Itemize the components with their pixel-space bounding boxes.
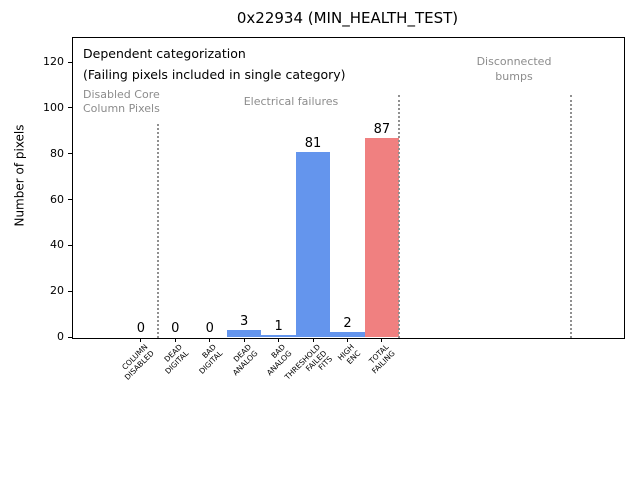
bar xyxy=(227,330,261,337)
bar xyxy=(261,334,296,337)
bar-value-label: 81 xyxy=(304,135,322,151)
x-tick-mark xyxy=(312,338,314,342)
y-tick-label: 100 xyxy=(43,100,64,114)
bar xyxy=(365,137,399,337)
y-tick-label: 40 xyxy=(50,238,64,252)
annotation-dependent-categorization: Dependent categorization xyxy=(83,46,246,61)
y-tick-label: 0 xyxy=(57,330,64,343)
bar-value-label: 0 xyxy=(171,321,180,336)
section-separator-line xyxy=(570,95,573,338)
chart-title: 0x22934 (MIN_HEALTH_TEST) xyxy=(236,9,459,27)
x-tick-mark xyxy=(140,338,142,342)
section-label-disconnected-bumps: Disconnected bumps xyxy=(476,55,552,83)
section-label-disabled-core-column-pixels: Disabled Core Column Pixels xyxy=(83,88,160,115)
bar xyxy=(296,151,330,337)
x-tick-mark xyxy=(209,338,211,342)
bar-value-label: 87 xyxy=(373,121,391,137)
y-tick-mark xyxy=(68,61,72,63)
bar-value-label: 2 xyxy=(343,316,352,332)
y-tick-label: 60 xyxy=(50,192,64,206)
section-label-electrical-failures: Electrical failures xyxy=(243,95,339,108)
x-tick-mark xyxy=(347,338,348,342)
y-tick-mark xyxy=(68,290,72,292)
y-tick-label: 120 xyxy=(43,55,64,69)
bar-value-label: 0 xyxy=(205,321,214,336)
y-tick-mark xyxy=(68,199,72,201)
y-tick-label: 20 xyxy=(50,284,64,298)
y-tick-mark xyxy=(68,153,72,155)
x-tick-label: TOTAL FAILING xyxy=(367,342,397,376)
x-tick-mark xyxy=(174,338,176,342)
y-tick-mark xyxy=(68,244,72,246)
x-tick-label: HIGH ENC xyxy=(336,342,363,366)
section-separator-line xyxy=(398,95,401,338)
section-separator-line xyxy=(157,124,160,338)
y-axis-label: Number of pixels xyxy=(12,124,27,227)
bar-value-label: 1 xyxy=(274,318,283,334)
y-tick-label: 80 xyxy=(50,146,64,160)
x-tick-label: DEAD ANALOG xyxy=(230,342,259,377)
x-tick-mark xyxy=(278,338,280,342)
x-tick-mark xyxy=(243,338,245,342)
y-tick-mark xyxy=(68,336,72,338)
x-tick-label: THRESHOLD FAILED FITS xyxy=(282,342,334,382)
x-tick-label: DEAD DIGITAL xyxy=(162,342,190,376)
bar-value-label: 0 xyxy=(136,321,146,336)
annotation-failing-pixels-note: (Failing pixels included in single categ… xyxy=(83,67,346,82)
bar-value-label: 3 xyxy=(240,314,249,330)
x-tick-label: COLUMN DISABLED xyxy=(120,342,156,382)
plot-area xyxy=(72,37,625,339)
x-tick-label: BAD DIGITAL xyxy=(197,342,225,376)
bar xyxy=(330,332,365,337)
x-tick-mark xyxy=(381,338,383,342)
y-tick-mark xyxy=(68,107,72,109)
